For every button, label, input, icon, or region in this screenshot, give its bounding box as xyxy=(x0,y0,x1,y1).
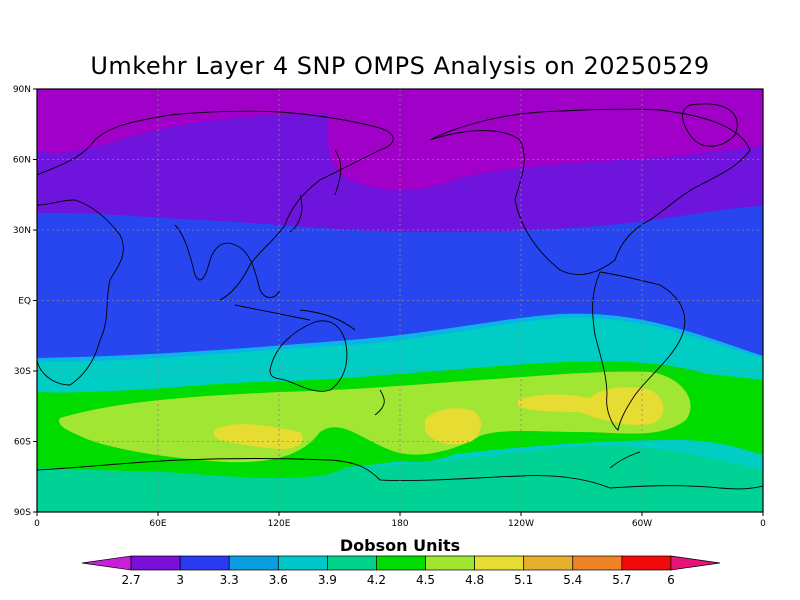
colorbar-tick-label: 4.8 xyxy=(465,573,484,587)
lat-label: 60S xyxy=(14,438,31,448)
lat-labels: 90N 60N 30N EQ 30S 60S 90S xyxy=(13,85,31,518)
lat-label: EQ xyxy=(18,297,31,307)
field-band-magenta-arctic xyxy=(327,89,763,191)
colorbar-segment xyxy=(179,555,230,571)
grid-lines xyxy=(37,89,763,512)
colorbar-arrow-high xyxy=(670,555,721,571)
colorbar-tick-label: 3.9 xyxy=(318,573,337,587)
field-band-yellow-3 xyxy=(518,387,664,426)
coastline-indonesia xyxy=(234,304,356,331)
colorbar-segment xyxy=(572,555,623,571)
field-band-lime xyxy=(59,371,691,463)
coastline-antarctica xyxy=(37,458,763,490)
lon-label: 60W xyxy=(632,519,652,529)
coastline-eurasia xyxy=(37,110,394,301)
lon-label: 120E xyxy=(268,519,291,529)
map-title: Umkehr Layer 4 SNP OMPS Analysis on 2025… xyxy=(90,52,710,80)
colorbar-tick-label: 3.3 xyxy=(220,573,239,587)
colorbar-tick-label: 6 xyxy=(667,573,675,587)
lon-label: 180 xyxy=(391,519,408,529)
colorbar-tick-label: 3 xyxy=(176,573,184,587)
coastline-south-america xyxy=(592,271,686,431)
lon-label: 0 xyxy=(34,519,40,529)
colorbar-segment xyxy=(376,555,426,571)
colorbar-segment xyxy=(327,555,377,571)
lat-label: 90S xyxy=(14,508,31,518)
coastline-india xyxy=(174,224,236,281)
lat-label: 60N xyxy=(13,156,31,166)
coastline-africa xyxy=(37,199,124,386)
colorbar-segment xyxy=(474,555,525,571)
axis-ticks xyxy=(33,88,764,516)
lon-labels: 0 60E 120E 180 120W 60W 0 xyxy=(34,519,766,529)
lat-label: 30N xyxy=(13,226,31,236)
colorbar-tick-label: 4.5 xyxy=(416,573,435,587)
coastline-greenland xyxy=(682,103,738,147)
colorbar-arrow-low xyxy=(81,555,132,571)
coastline-new-zealand xyxy=(374,389,385,416)
colorbar-tick-label: 4.2 xyxy=(367,573,386,587)
field-band-yellow-1 xyxy=(213,424,303,450)
coastline-se-asia xyxy=(234,244,281,298)
colorbar-tick-label: 5.7 xyxy=(612,573,631,587)
colorbar-tick-label: 3.6 xyxy=(269,573,288,587)
colorbar-segment xyxy=(130,555,181,571)
colorbar-segment xyxy=(277,555,328,571)
colorbar-tick-label: 2.7 xyxy=(122,573,141,587)
colorbar-segment xyxy=(621,555,672,571)
field-band-yellow-2 xyxy=(425,408,482,445)
lon-label: 0 xyxy=(760,519,766,529)
lon-label: 120W xyxy=(508,519,534,529)
coastline-antarctic-peninsula xyxy=(609,451,641,469)
colorbar-tick-label: 5.4 xyxy=(563,573,582,587)
lon-label: 60E xyxy=(149,519,166,529)
colorbar-label: Dobson Units xyxy=(339,536,461,555)
colorbar-segment xyxy=(228,555,279,571)
lat-label: 90N xyxy=(13,85,31,95)
colorbar-tick-label: 5.1 xyxy=(514,573,533,587)
coastlines xyxy=(37,103,763,490)
colorbar-segment xyxy=(425,555,475,571)
colorbar-segment xyxy=(523,555,574,571)
lat-label: 30S xyxy=(14,367,31,377)
coastline-australia xyxy=(269,320,348,392)
colorbar: 2.7 3 3.3 3.6 3.9 4.2 4.5 4.8 5.1 5.4 5.7 6 xyxy=(81,555,721,587)
